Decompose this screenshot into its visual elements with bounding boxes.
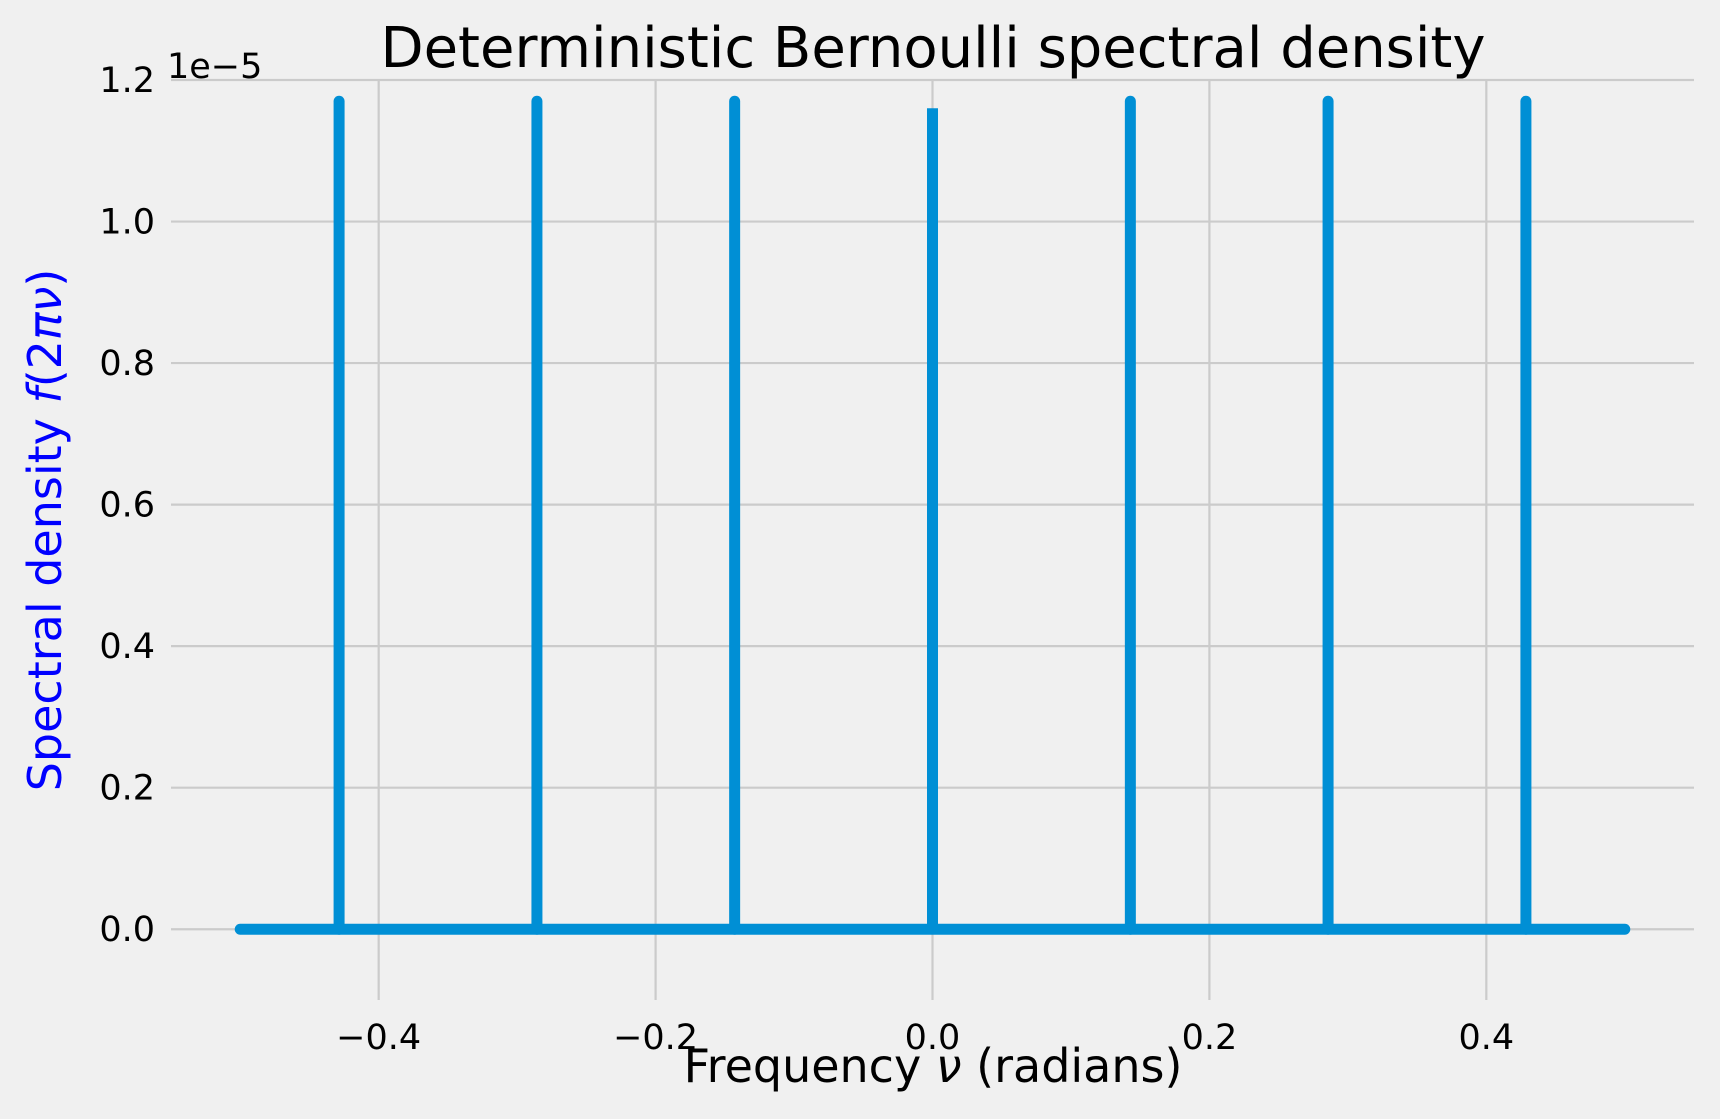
x-tick-label: 0.4 [1458, 1018, 1514, 1058]
y-tick-label: 1.2 [99, 61, 155, 101]
chart-title: Deterministic Bernoulli spectral density [380, 16, 1485, 81]
x-tick-label: −0.2 [613, 1018, 698, 1058]
spectral-density-series [234, 95, 1631, 935]
y-offset-label: 1e−5 [167, 47, 262, 87]
y-tick-labels: 0.0 0.2 0.4 0.6 0.8 1.0 1.2 [99, 61, 155, 950]
x-tick-labels: −0.4 −0.2 0.0 0.2 0.4 [336, 1018, 1514, 1058]
y-tick-label: 0.8 [99, 344, 155, 384]
y-tick-label: 0.6 [99, 486, 155, 526]
x-tick-label: 0.2 [1182, 1018, 1238, 1058]
y-tick-label: 0.2 [99, 769, 155, 809]
x-axis-label: Frequency ν (radians) [684, 1039, 1183, 1093]
y-tick-label: 0.4 [99, 627, 155, 667]
y-tick-label: 0.0 [99, 910, 155, 950]
y-axis-label: Spectral density f(2πν) [18, 269, 72, 792]
x-tick-label: 0.0 [905, 1018, 961, 1058]
x-tick-label: −0.4 [336, 1018, 421, 1058]
y-tick-label: 1.0 [99, 203, 155, 243]
